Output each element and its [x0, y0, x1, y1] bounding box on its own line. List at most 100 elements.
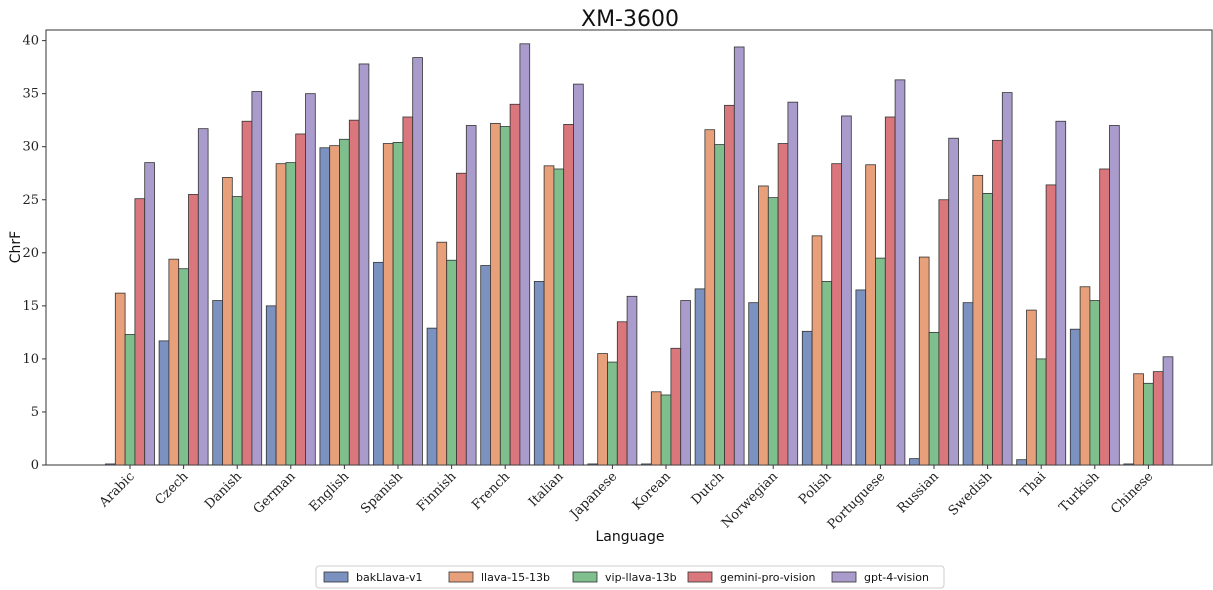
- bar-llava-15-13b-Spanish: [382, 143, 394, 466]
- bar-gemini-pro-vision-Arabic: [134, 198, 146, 466]
- bar-llava-15-13b-Korean: [650, 391, 662, 466]
- x-tick-label: Korean: [630, 469, 674, 513]
- bar-vip-llava-13b-French: [499, 126, 511, 466]
- bar-gpt-4-vision-Swedish: [1001, 92, 1013, 466]
- bar-gemini-pro-vision-Spanish: [402, 116, 414, 466]
- y-tick-label: 35: [22, 87, 39, 102]
- bar-vip-llava-13b-Finnish: [446, 259, 457, 466]
- bar-llava-15-13b-English: [329, 145, 340, 466]
- bar-llava-15-13b-Danish: [222, 177, 233, 466]
- bar-bakLlava-v1-Swedish: [962, 302, 974, 466]
- bar-vip-llava-13b-Norwegian: [767, 197, 779, 466]
- bar-gpt-4-vision-English: [358, 63, 370, 466]
- bar-gpt-4-vision-Korean: [680, 300, 691, 466]
- y-tick-label: 20: [22, 246, 39, 261]
- bar-vip-llava-13b-Polish: [821, 281, 833, 466]
- bar-gemini-pro-vision-Turkish: [1099, 168, 1110, 466]
- bar-bakLlava-v1-French: [480, 265, 491, 466]
- x-tick-label: Thai: [1018, 469, 1049, 500]
- y-tick-label: 5: [31, 405, 39, 420]
- bar-bakLlava-v1-Finnish: [426, 327, 438, 466]
- bar-bakLlava-v1-Thai: [1016, 459, 1027, 466]
- bar-gpt-4-vision-French: [519, 43, 531, 466]
- bar-vip-llava-13b-Swedish: [982, 192, 993, 466]
- x-tick-label: Japanese: [566, 469, 620, 523]
- x-tick-label: English: [307, 469, 353, 515]
- bar-bakLlava-v1-Dutch: [694, 288, 706, 466]
- bar-gemini-pro-vision-Swedish: [992, 139, 1003, 466]
- bar-bakLlava-v1-Japanese: [587, 463, 599, 466]
- y-tick-label: 10: [22, 352, 39, 367]
- bar-gpt-4-vision-Spanish: [412, 57, 423, 466]
- legend-swatch-llava-15-13b: [448, 571, 474, 583]
- bar-llava-15-13b-Arabic: [114, 292, 126, 466]
- bar-gemini-pro-vision-Norwegian: [777, 143, 789, 466]
- bar-gpt-4-vision-Portuguese: [894, 79, 906, 466]
- x-tick-label: Dutch: [689, 469, 728, 508]
- bar-llava-15-13b-Italian: [543, 165, 555, 466]
- plot-area: 0 5 10 15 20 25 30 35 40 Arabic Czech Danish German E…: [22, 29, 1213, 533]
- bar-gemini-pro-vision-French: [509, 103, 521, 466]
- bar-gemini-pro-vision-Thai: [1045, 184, 1057, 466]
- bar-llava-15-13b-Thai: [1026, 309, 1037, 466]
- legend-label-llava-15-13b: llava-15-13b: [481, 571, 550, 584]
- bar-vip-llava-13b-German: [285, 162, 297, 466]
- y-tick-label: 30: [22, 140, 39, 155]
- legend-swatch-gemini-pro-vision: [687, 571, 713, 583]
- bar-bakLlava-v1-Portuguese: [855, 289, 867, 466]
- x-tick-label: Russian: [895, 469, 943, 517]
- bar-llava-15-13b-French: [490, 122, 501, 466]
- bar-bakLlava-v1-German: [265, 305, 277, 466]
- bar-llava-15-13b-Turkish: [1079, 286, 1091, 466]
- bar-vip-llava-13b-English: [339, 138, 350, 466]
- bar-gemini-pro-vision-Dutch: [724, 104, 735, 466]
- x-tick-label: Portuguese: [825, 469, 889, 533]
- bar-gpt-4-vision-Chinese: [1162, 356, 1174, 466]
- bar-gemini-pro-vision-English: [348, 119, 360, 466]
- x-tick-label: Spanish: [358, 469, 406, 517]
- bar-gpt-4-vision-Polish: [841, 115, 852, 466]
- bar-gpt-4-vision-German: [305, 93, 316, 466]
- y-tick-label: 40: [22, 34, 39, 49]
- legend-swatch-vip-llava-13b: [572, 571, 598, 583]
- bar-llava-15-13b-German: [275, 163, 287, 466]
- legend-label-bakLlava-v1: bakLlava-v1: [356, 571, 422, 584]
- bar-vip-llava-13b-Italian: [553, 168, 565, 466]
- bar-gemini-pro-vision-Italian: [563, 124, 574, 466]
- bar-gpt-4-vision-Russian: [948, 137, 959, 466]
- bar-vip-llava-13b-Japanese: [607, 361, 618, 466]
- bar-vip-llava-13b-Czech: [178, 268, 189, 466]
- legend-label-gpt-4-vision: gpt-4-vision: [864, 571, 929, 584]
- legend-box: [315, 565, 945, 589]
- bar-gpt-4-vision-Thai: [1055, 120, 1067, 466]
- bar-llava-15-13b-Dutch: [704, 129, 716, 466]
- bar-llava-15-13b-Chinese: [1133, 373, 1144, 466]
- x-tick-label: Finnish: [414, 469, 460, 515]
- bar-gpt-4-vision-Turkish: [1109, 125, 1120, 466]
- x-tick-label: German: [251, 469, 299, 517]
- legend-label-gemini-pro-vision: gemini-pro-vision: [720, 571, 815, 584]
- legend: bakLlava-v1 llava-15-13b vip-llava-13b gemi…: [315, 565, 945, 589]
- x-tick-label: Turkish: [1056, 469, 1103, 516]
- bar-vip-llava-13b-Russian: [928, 331, 940, 466]
- y-tick-label: 0: [31, 458, 39, 473]
- bar-gemini-pro-vision-Finnish: [456, 172, 467, 466]
- x-axis-label: Language: [595, 529, 664, 545]
- bar-bakLlava-v1-English: [319, 147, 331, 466]
- bar-bakLlava-v1-Turkish: [1069, 328, 1081, 466]
- bar-vip-llava-13b-Chinese: [1143, 382, 1154, 466]
- bar-gemini-pro-vision-Chinese: [1152, 371, 1164, 466]
- bar-gemini-pro-vision-Portuguese: [884, 116, 896, 466]
- bar-gemini-pro-vision-Polish: [831, 163, 842, 466]
- bar-vip-llava-13b-Spanish: [392, 142, 404, 466]
- chart-title: XM-3600: [581, 7, 679, 32]
- bar-bakLlava-v1-Danish: [212, 300, 223, 466]
- bar-llava-15-13b-Russian: [918, 256, 930, 466]
- bar-llava-15-13b-Norwegian: [758, 185, 769, 466]
- legend-label-vip-llava-13b: vip-llava-13b: [605, 571, 677, 584]
- legend-swatch-bakLlava-v1: [323, 571, 349, 583]
- legend-swatch-gpt-4-vision: [831, 571, 857, 583]
- bar-bakLlava-v1-Spanish: [373, 261, 384, 466]
